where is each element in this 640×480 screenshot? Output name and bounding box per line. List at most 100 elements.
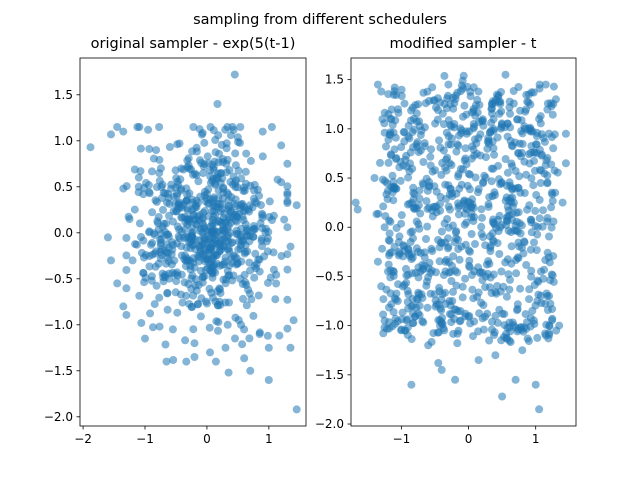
- scatter-point: [145, 262, 154, 271]
- scatter-point: [224, 196, 233, 205]
- scatter-point: [455, 131, 463, 140]
- scatter-point: [264, 227, 273, 236]
- scatter-point: [149, 154, 158, 163]
- scatter-point: [196, 192, 205, 201]
- scatter-point: [216, 285, 224, 294]
- scatter-point: [242, 149, 251, 158]
- scatter-point: [547, 223, 556, 232]
- scatter-point: [422, 197, 431, 206]
- scatter-point: [548, 271, 557, 280]
- scatter-point: [386, 273, 395, 282]
- scatter-point: [561, 129, 570, 138]
- y-tick-label: −0.5: [315, 269, 344, 283]
- scatter-point: [179, 200, 188, 209]
- scatter-point: [454, 141, 463, 150]
- scatter-point: [495, 250, 504, 258]
- scatter-point: [383, 186, 392, 195]
- scatter-point: [461, 144, 470, 153]
- scatter-point: [255, 330, 264, 338]
- scatter-point: [182, 291, 191, 300]
- scatter-point: [549, 252, 558, 261]
- scatter-point: [404, 173, 413, 182]
- scatter-point: [283, 199, 292, 207]
- scatter-point: [385, 229, 394, 238]
- scatter-point: [525, 295, 533, 304]
- scatter-point: [509, 87, 518, 95]
- scatter-point: [283, 265, 292, 274]
- scatter-point: [424, 341, 433, 350]
- scatter-point: [373, 80, 382, 89]
- scatter-point: [199, 169, 208, 178]
- scatter-points: [351, 70, 570, 414]
- scatter-point: [455, 255, 464, 264]
- scatter-point: [553, 168, 562, 177]
- scatter-point: [530, 281, 539, 289]
- scatter-point: [490, 328, 499, 337]
- scatter-point: [545, 292, 554, 301]
- scatter-point: [428, 206, 437, 215]
- scatter-point: [144, 125, 153, 134]
- scatter-point: [542, 320, 551, 329]
- scatter-point: [177, 213, 186, 222]
- subplot-title: modified sampler - t: [390, 36, 537, 52]
- scatter-point: [534, 290, 543, 299]
- scatter-point: [254, 291, 263, 300]
- scatter-point: [524, 98, 533, 107]
- scatter-point: [231, 149, 240, 158]
- scatter-point: [163, 198, 171, 207]
- scatter-point: [197, 159, 206, 167]
- scatter-point: [518, 346, 527, 355]
- scatter-point: [188, 195, 197, 204]
- scatter-point: [137, 233, 145, 241]
- scatter-point: [535, 195, 544, 204]
- scatter-point: [456, 316, 465, 325]
- scatter-point: [156, 164, 165, 173]
- scatter-point: [453, 339, 462, 348]
- scatter-point: [141, 334, 149, 343]
- scatter-point: [384, 158, 393, 167]
- scatter-point: [485, 259, 494, 268]
- scatter-point: [119, 184, 128, 193]
- scatter-point: [384, 236, 393, 245]
- scatter-point: [236, 138, 244, 147]
- scatter-point: [438, 290, 447, 299]
- scatter-point: [277, 141, 286, 150]
- scatter-point: [353, 205, 362, 214]
- scatter-point: [478, 314, 487, 323]
- scatter-point: [414, 309, 423, 318]
- scatter-point: [155, 293, 164, 302]
- scatter-point: [536, 179, 545, 187]
- scatter-point: [245, 237, 254, 246]
- scatter-point: [450, 314, 459, 323]
- scatter-point: [495, 305, 504, 314]
- scatter-point: [548, 314, 557, 323]
- scatter-point: [152, 247, 160, 256]
- scatter-point: [233, 259, 242, 268]
- scatter-point: [169, 356, 178, 364]
- scatter-point: [437, 306, 446, 315]
- scatter-point: [144, 181, 153, 190]
- scatter-point: [139, 190, 148, 199]
- scatter-point: [155, 123, 164, 131]
- scatter-point: [535, 84, 544, 93]
- scatter-point: [532, 132, 541, 140]
- scatter-point: [103, 233, 112, 242]
- scatter-point: [183, 206, 192, 215]
- scatter-point: [531, 206, 540, 215]
- scatter-point: [385, 249, 394, 258]
- scatter-point: [221, 279, 230, 288]
- scatter-point: [283, 159, 292, 168]
- scatter-point: [412, 244, 421, 253]
- scatter-point: [107, 256, 115, 265]
- scatter-point: [238, 340, 247, 349]
- scatter-point: [434, 359, 443, 367]
- scatter-point: [513, 115, 521, 124]
- scatter-point: [408, 164, 417, 173]
- scatter-point: [269, 211, 278, 220]
- scatter-point: [238, 199, 247, 208]
- scatter-point: [407, 255, 416, 264]
- y-tick-label: 1.5: [325, 73, 344, 87]
- scatter-point: [119, 127, 128, 136]
- x-tick-label: 0: [203, 432, 211, 446]
- scatter-point: [258, 242, 266, 251]
